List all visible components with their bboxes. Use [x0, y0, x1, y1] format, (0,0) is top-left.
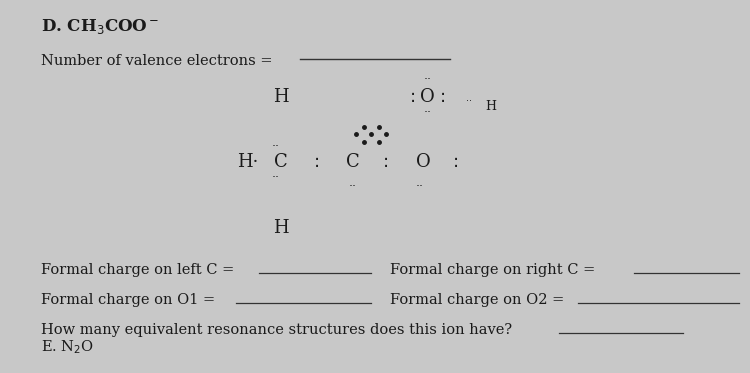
Text: ··: ·· [272, 140, 279, 153]
Text: Formal charge on O2 =: Formal charge on O2 = [390, 293, 568, 307]
Text: ··: ·· [424, 106, 431, 119]
Text: E. N$_2$O: E. N$_2$O [41, 339, 94, 356]
Text: Number of valence electrons =: Number of valence electrons = [41, 54, 278, 68]
Text: :: : [410, 88, 416, 106]
Text: :: : [440, 88, 446, 106]
Text: Formal charge on right C =: Formal charge on right C = [390, 263, 600, 277]
Text: ··: ·· [416, 180, 424, 193]
Text: H·: H· [237, 153, 258, 171]
Text: :: : [383, 153, 389, 171]
Text: ··: ·· [466, 96, 472, 106]
Text: :: : [453, 153, 459, 171]
Text: O: O [420, 88, 435, 106]
Text: O: O [416, 153, 431, 171]
Text: H: H [274, 88, 289, 106]
Text: ··: ·· [272, 172, 279, 184]
Text: ··: ·· [424, 73, 431, 85]
Text: :: : [314, 153, 320, 171]
Text: H: H [486, 100, 496, 113]
Text: Formal charge on left C =: Formal charge on left C = [41, 263, 239, 277]
Text: D. CH$_3$COO$^-$: D. CH$_3$COO$^-$ [41, 17, 160, 36]
Text: Formal charge on O1 =: Formal charge on O1 = [41, 293, 220, 307]
Text: C: C [346, 153, 359, 171]
Text: ··: ·· [349, 180, 356, 193]
Text: H: H [274, 219, 289, 236]
Text: How many equivalent resonance structures does this ion have?: How many equivalent resonance structures… [41, 323, 517, 337]
Text: C: C [274, 153, 288, 171]
